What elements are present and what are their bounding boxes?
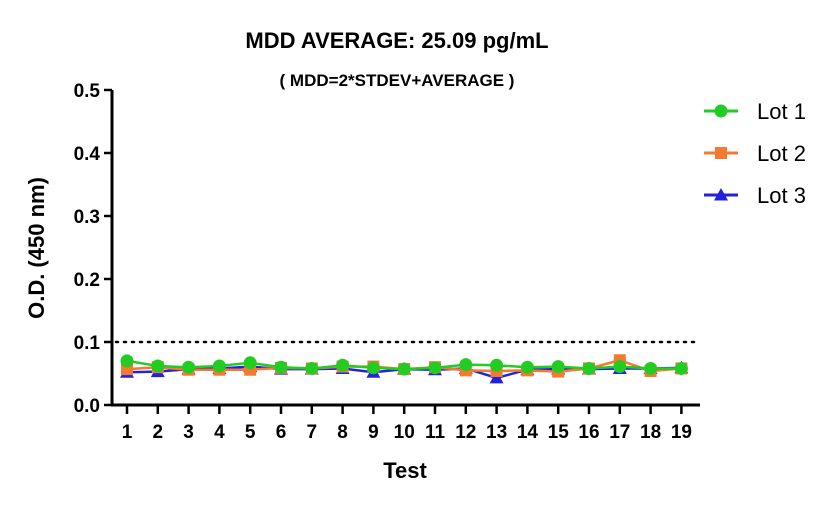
series-lot-1 [120,354,688,376]
legend-marker-lot-3 [714,188,728,201]
data-point-lot-1 [182,360,196,374]
chart-subtitle: ( MDD=2*STDEV+AVERAGE ) [280,71,515,90]
legend-label-lot-3: Lot 3 [757,183,806,208]
chart-title: MDD AVERAGE: 25.09 pg/mL [245,28,548,53]
data-point-lot-1 [644,361,658,375]
data-point-lot-1 [212,359,226,373]
x-tick-label: 6 [276,422,287,443]
data-point-lot-3 [489,370,504,384]
legend-item-lot-1: Lot 1 [704,99,806,124]
y-tick-label: 0.4 [74,144,101,165]
x-tick-label: 19 [671,422,692,443]
data-point-lot-1 [274,360,288,374]
x-tick-label: 2 [153,422,164,443]
legend-marker-lot-2 [715,147,727,159]
x-axis-label: Test [383,458,427,483]
y-tick-label: 0.1 [74,333,101,354]
x-tick-label: 1 [122,422,133,443]
legend-label-lot-2: Lot 2 [757,141,806,166]
x-tick-label: 18 [640,422,661,443]
x-tick-label: 7 [307,422,318,443]
x-tick-label: 15 [548,422,570,443]
x-tick-label: 11 [425,422,446,443]
data-point-lot-1 [397,362,411,376]
x-tick-label: 4 [214,422,225,443]
data-point-lot-1 [366,361,380,375]
x-tick-label: 12 [455,422,476,443]
data-point-lot-1 [305,361,319,375]
data-point-lot-1 [490,358,504,372]
legend: Lot 1 Lot 2 Lot 3 [704,99,806,208]
x-tick-label: 5 [245,422,256,443]
data-point-lot-1 [582,361,596,375]
data-point-lot-1 [459,358,473,372]
x-tick-label: 8 [337,422,348,443]
x-tick-label: 13 [486,422,507,443]
data-point-lot-1 [428,361,442,375]
data-point-lot-1 [520,360,534,374]
legend-item-lot-3: Lot 3 [704,183,806,208]
legend-item-lot-2: Lot 2 [704,141,806,166]
data-point-lot-1 [674,361,688,375]
y-tick-label: 0.2 [74,270,100,291]
data-point-lot-1 [551,360,565,374]
data-point-lot-1 [120,354,134,368]
data-point-lot-1 [243,356,257,370]
y-axis-label: O.D. (450 nm) [24,177,49,319]
x-tick-label: 9 [368,422,379,443]
data-point-lot-1 [613,360,627,374]
data-point-lot-1 [336,358,350,372]
y-tick-label: 0.3 [74,207,100,228]
x-tick-label: 17 [609,422,630,443]
data-point-lot-1 [151,359,165,373]
x-tick-label: 14 [517,422,539,443]
x-tick-label: 16 [578,422,599,443]
x-tick-label: 3 [183,422,194,443]
x-tick-label: 10 [394,422,415,443]
plot-area: 0.00.10.20.30.40.51 2 3 4 5 6 7 8 9 10 11 12 13 14 15 1… [74,81,702,443]
legend-label-lot-1: Lot 1 [757,99,806,124]
legend-marker-lot-1 [714,104,728,118]
y-tick-label: 0.5 [74,81,101,102]
y-tick-label: 0.0 [74,396,100,417]
